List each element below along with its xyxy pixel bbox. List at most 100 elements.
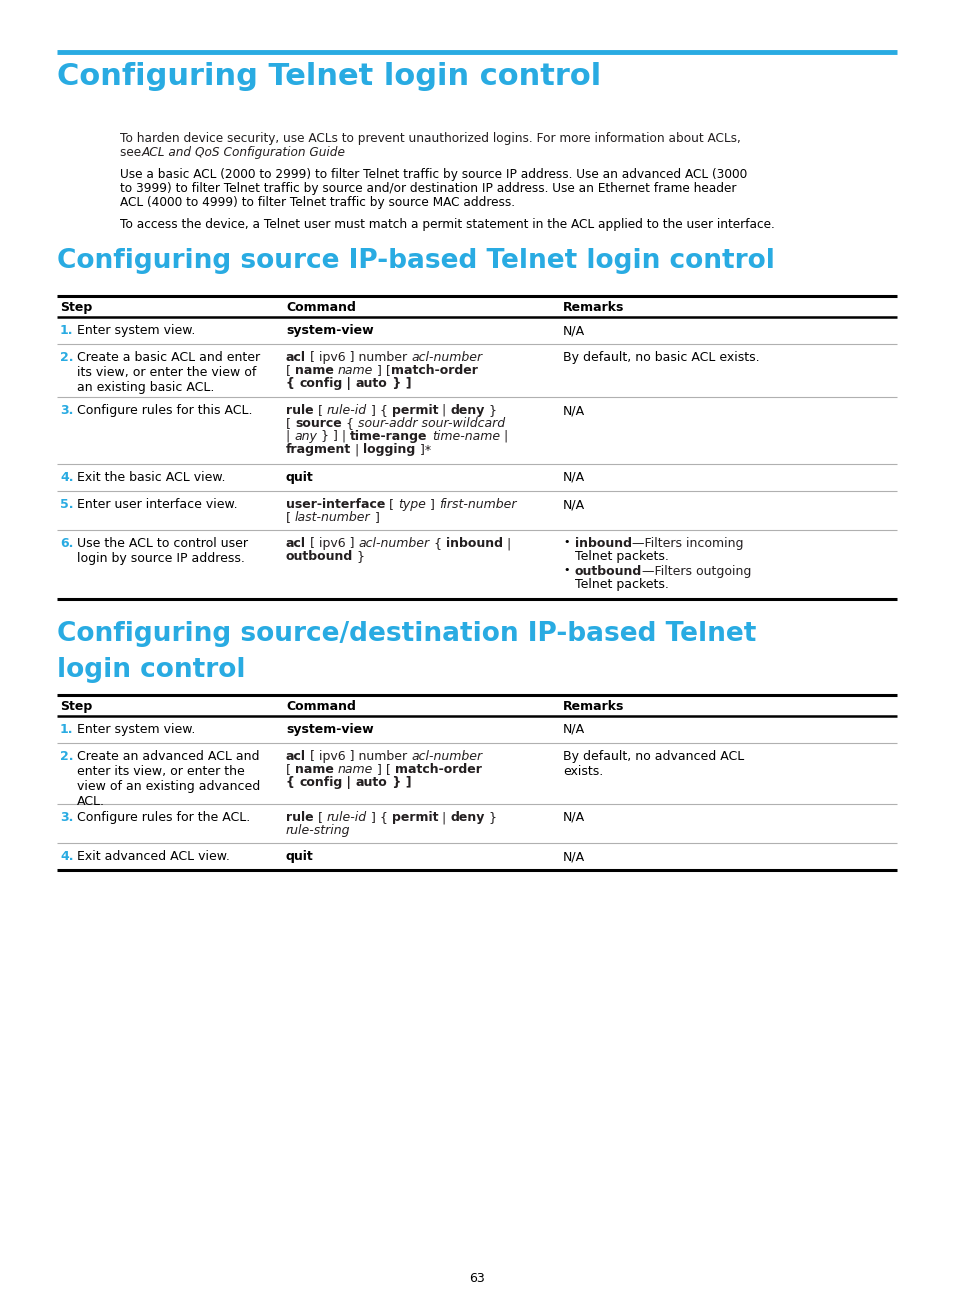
- Text: ] {: ] {: [366, 404, 392, 417]
- Text: }: }: [353, 550, 365, 562]
- Text: logging: logging: [363, 443, 416, 456]
- Text: N/A: N/A: [562, 498, 584, 511]
- Text: By default, no advanced ACL
exists.: By default, no advanced ACL exists.: [562, 750, 743, 778]
- Text: Configuring source/destination IP-based Telnet: Configuring source/destination IP-based …: [57, 621, 756, 647]
- Text: config: config: [299, 776, 342, 789]
- Text: acl: acl: [286, 750, 306, 763]
- Text: deny: deny: [450, 811, 484, 824]
- Text: {: {: [341, 417, 357, 430]
- Text: Exit the basic ACL view.: Exit the basic ACL view.: [77, 470, 225, 483]
- Text: To access the device, a Telnet user must match a permit statement in the ACL app: To access the device, a Telnet user must…: [120, 218, 774, 231]
- Text: rule-string: rule-string: [286, 824, 350, 837]
- Text: Exit advanced ACL view.: Exit advanced ACL view.: [77, 850, 230, 863]
- Text: 1.: 1.: [60, 723, 73, 736]
- Text: name: name: [337, 763, 373, 776]
- Text: N/A: N/A: [562, 723, 584, 736]
- Text: user-interface: user-interface: [286, 498, 385, 511]
- Text: [ ipv6 ] number: [ ipv6 ] number: [306, 351, 411, 364]
- Text: Configuring source IP-based Telnet login control: Configuring source IP-based Telnet login…: [57, 248, 774, 273]
- Text: |: |: [342, 776, 355, 789]
- Text: |: |: [351, 443, 363, 456]
- Text: •: •: [562, 537, 569, 547]
- Text: .: .: [310, 146, 314, 159]
- Text: 2.: 2.: [60, 750, 73, 763]
- Text: {: {: [286, 776, 299, 789]
- Text: login control: login control: [57, 657, 245, 683]
- Text: ] [: ] [: [373, 763, 395, 776]
- Text: {: {: [286, 377, 299, 390]
- Text: Configure rules for this ACL.: Configure rules for this ACL.: [77, 404, 253, 417]
- Text: 63: 63: [469, 1271, 484, 1286]
- Text: acl-number: acl-number: [358, 537, 429, 550]
- Text: Telnet packets.: Telnet packets.: [575, 550, 668, 562]
- Text: •: •: [562, 565, 569, 575]
- Text: outbound: outbound: [575, 565, 641, 578]
- Text: 4.: 4.: [60, 470, 73, 483]
- Text: [: [: [286, 763, 294, 776]
- Text: To harden device security, use ACLs to prevent unauthorized logins. For more inf: To harden device security, use ACLs to p…: [120, 132, 740, 145]
- Text: [ ipv6 ] number: [ ipv6 ] number: [306, 750, 411, 763]
- Text: 3.: 3.: [60, 404, 73, 417]
- Text: ACL (4000 to 4999) to filter Telnet traffic by source MAC address.: ACL (4000 to 4999) to filter Telnet traf…: [120, 196, 515, 209]
- Text: Command: Command: [286, 700, 355, 713]
- Text: config: config: [299, 377, 342, 390]
- Text: } ]: } ]: [387, 776, 411, 789]
- Text: Configuring Telnet login control: Configuring Telnet login control: [57, 62, 600, 91]
- Text: permit: permit: [392, 811, 437, 824]
- Text: time-range: time-range: [350, 430, 427, 443]
- Text: rule: rule: [286, 811, 314, 824]
- Text: name: name: [294, 763, 334, 776]
- Text: 4.: 4.: [60, 850, 73, 863]
- Text: auto: auto: [355, 377, 387, 390]
- Text: match-order: match-order: [391, 364, 477, 377]
- Text: }: }: [484, 811, 497, 824]
- Text: 6.: 6.: [60, 537, 73, 550]
- Text: }: }: [484, 404, 497, 417]
- Text: source: source: [294, 417, 341, 430]
- Text: Use a basic ACL (2000 to 2999) to filter Telnet traffic by source IP address. Us: Use a basic ACL (2000 to 2999) to filter…: [120, 168, 746, 181]
- Text: permit: permit: [392, 404, 437, 417]
- Text: auto: auto: [355, 776, 387, 789]
- Text: |: |: [502, 537, 511, 550]
- Text: to 3999) to filter Telnet traffic by source and/or destination IP address. Use a: to 3999) to filter Telnet traffic by sou…: [120, 181, 736, 194]
- Text: [: [: [286, 511, 294, 524]
- Text: —Filters incoming: —Filters incoming: [631, 537, 742, 550]
- Text: ]: ]: [426, 498, 438, 511]
- Text: time-name: time-name: [432, 430, 499, 443]
- Text: see: see: [120, 146, 145, 159]
- Text: N/A: N/A: [562, 811, 584, 824]
- Text: last-number: last-number: [294, 511, 370, 524]
- Text: |: |: [286, 430, 294, 443]
- Text: |: |: [437, 404, 450, 417]
- Text: ACL and QoS Configuration Guide: ACL and QoS Configuration Guide: [142, 146, 346, 159]
- Text: acl-number: acl-number: [411, 351, 482, 364]
- Text: acl: acl: [286, 537, 306, 550]
- Text: ] {: ] {: [366, 811, 392, 824]
- Text: ] [: ] [: [373, 364, 391, 377]
- Text: {: {: [429, 537, 445, 550]
- Text: Create a basic ACL and enter
its view, or enter the view of
an existing basic AC: Create a basic ACL and enter its view, o…: [77, 351, 260, 394]
- Text: rule-id: rule-id: [326, 811, 366, 824]
- Text: quit: quit: [286, 850, 314, 863]
- Text: acl: acl: [286, 351, 306, 364]
- Text: 2.: 2.: [60, 351, 73, 364]
- Text: Configure rules for the ACL.: Configure rules for the ACL.: [77, 811, 250, 824]
- Text: Use the ACL to control user
login by source IP address.: Use the ACL to control user login by sou…: [77, 537, 248, 565]
- Text: Create an advanced ACL and
enter its view, or enter the
view of an existing adva: Create an advanced ACL and enter its vie…: [77, 750, 260, 807]
- Text: system-view: system-view: [286, 324, 374, 337]
- Text: [: [: [286, 417, 294, 430]
- Text: By default, no basic ACL exists.: By default, no basic ACL exists.: [562, 351, 759, 364]
- Text: 1.: 1.: [60, 324, 73, 337]
- Text: quit: quit: [286, 470, 314, 483]
- Text: Enter system view.: Enter system view.: [77, 723, 195, 736]
- Text: Remarks: Remarks: [562, 700, 623, 713]
- Text: acl-number: acl-number: [411, 750, 482, 763]
- Text: any: any: [294, 430, 316, 443]
- Text: 5.: 5.: [60, 498, 73, 511]
- Text: N/A: N/A: [562, 404, 584, 417]
- Text: [: [: [286, 364, 294, 377]
- Text: Remarks: Remarks: [562, 301, 623, 314]
- Text: type: type: [398, 498, 426, 511]
- Text: sour-addr sour-wildcard: sour-addr sour-wildcard: [357, 417, 504, 430]
- Text: rule: rule: [286, 404, 314, 417]
